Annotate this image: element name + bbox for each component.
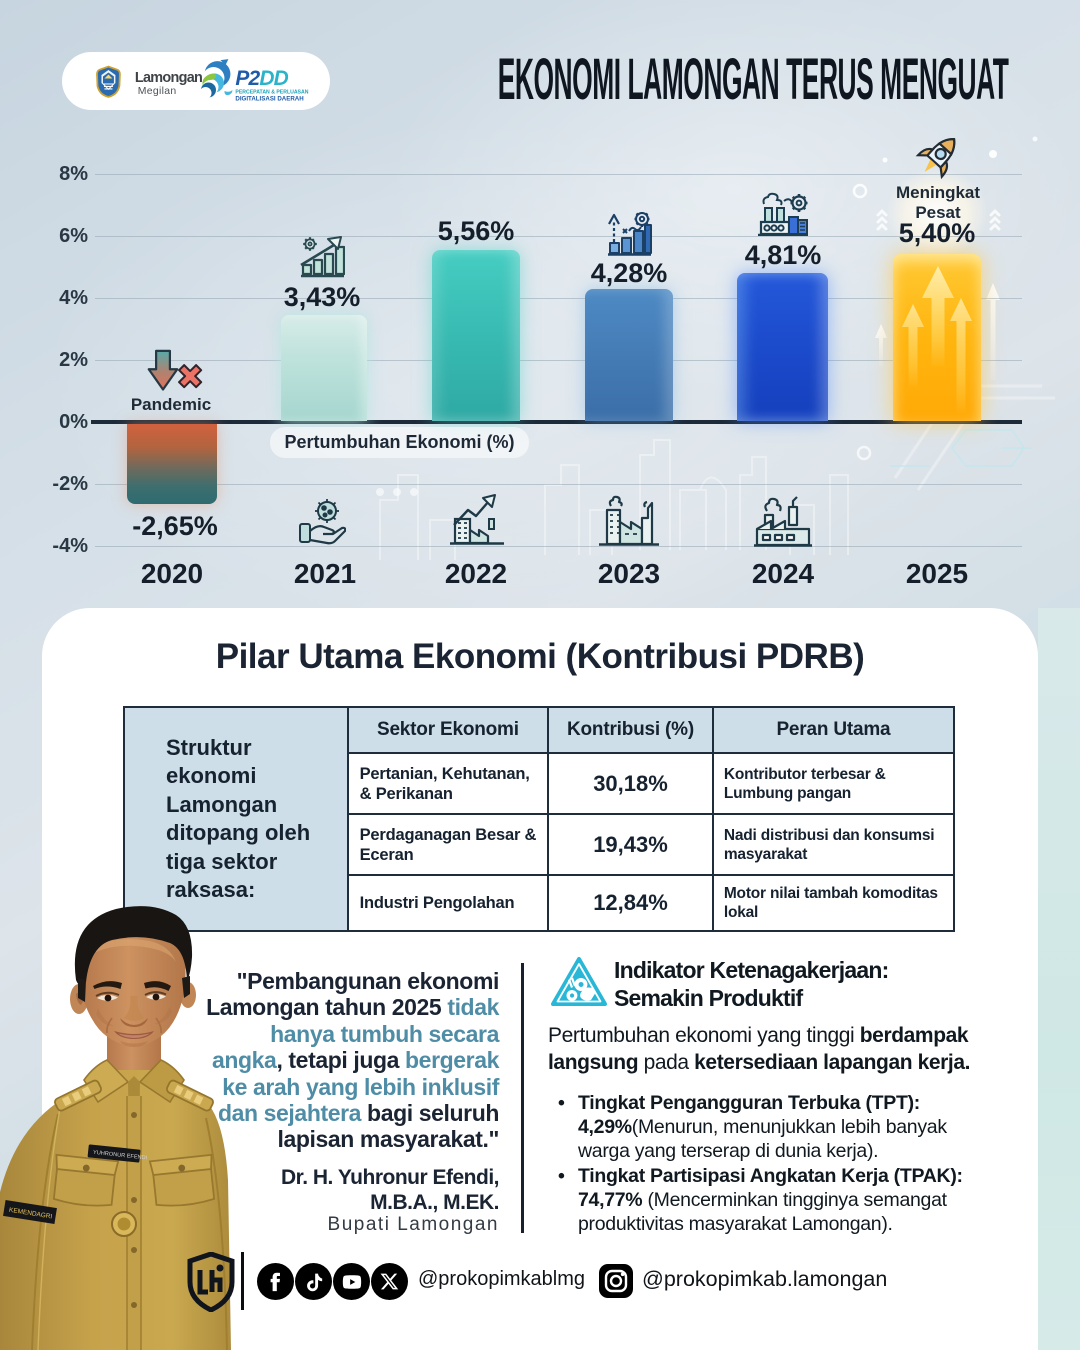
svg-text:Lamongan: Lamongan <box>135 70 202 86</box>
svg-text:DIGITALISASI DAERAH: DIGITALISASI DAERAH <box>235 95 304 102</box>
svg-text:YUHRONUR EFENDI: YUHRONUR EFENDI <box>93 1150 148 1162</box>
svg-text:P2DD: P2DD <box>235 67 288 90</box>
svg-text:Megilan: Megilan <box>138 86 177 97</box>
svg-text:PERCEPATAN & PERLUASAN: PERCEPATAN & PERLUASAN <box>235 89 308 95</box>
